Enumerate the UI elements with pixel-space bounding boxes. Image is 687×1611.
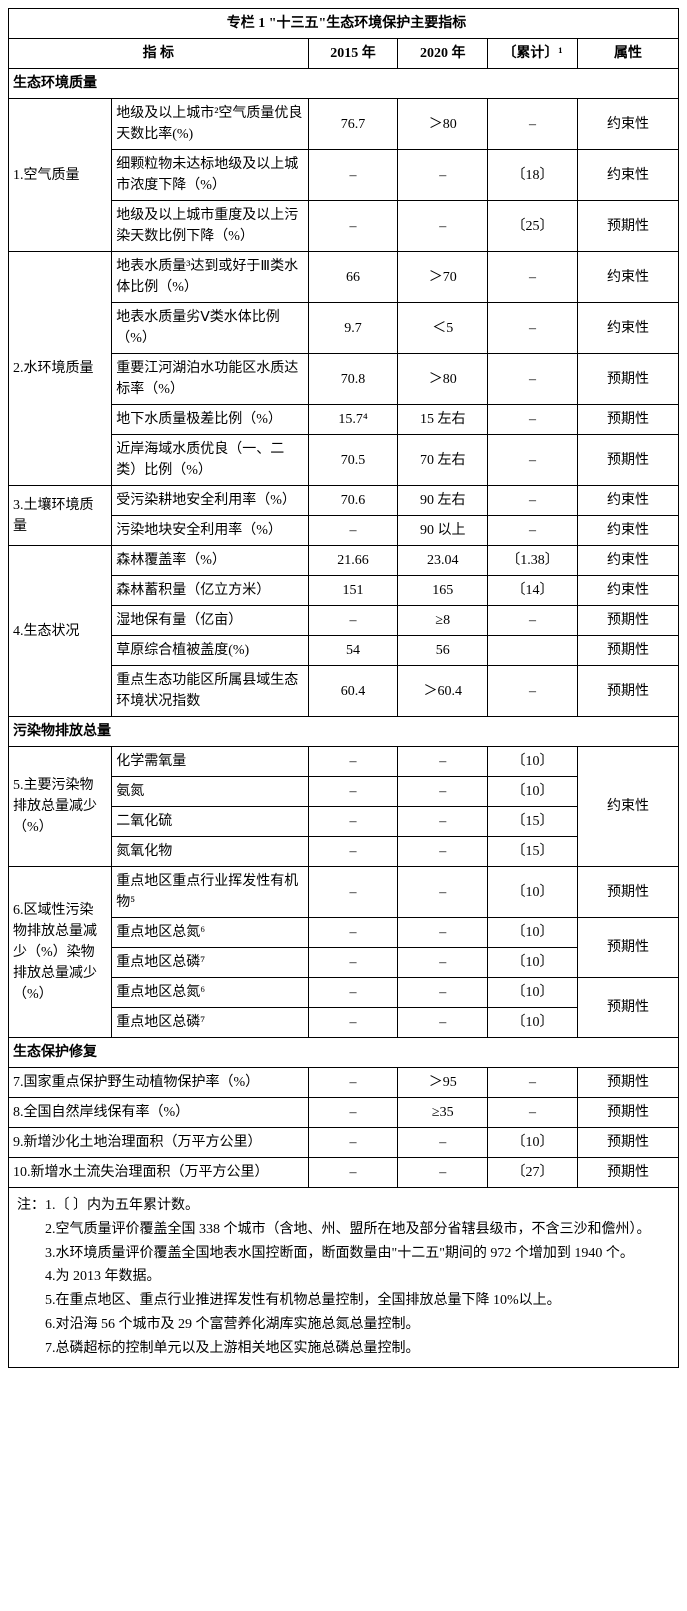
note-6: 6.对沿海 56 个城市及 29 个富营养化湖库实施总氮总量控制。 [17,1313,670,1337]
cat-region: 6.区域性污染物排放总量减少（%）染物排放总量减少（%） [9,867,112,1038]
section-emissions: 污染物排放总量 [9,717,679,747]
note-1: 注：1.〔 〕内为五年累计数。 [17,1194,670,1218]
table-row: 5.主要污染物排放总量减少（%） 化学需氧量 – – 〔10〕 约束性 [9,747,679,777]
table-row: 7.国家重点保护野生动植物保护率（%） – ＞95 – 预期性 [9,1068,679,1098]
table-row: 1.空气质量 地级及以上城市²空气质量优良天数比率(%) 76.7 ＞80 – … [9,99,679,150]
hdr-cum: 〔累计〕¹ [488,39,578,69]
section-restoration: 生态保护修复 [9,1038,679,1068]
table-row: 10.新增水土流失治理面积（万平方公里） – – 〔27〕 预期性 [9,1158,679,1188]
note-3: 3.水环境质量评价覆盖全国地表水国控断面，断面数量由"十二五"期间的 972 个… [17,1242,670,1266]
section-env-quality: 生态环境质量 [9,69,679,99]
hdr-indicator: 指 标 [9,39,309,69]
note-2: 2.空气质量评价覆盖全国 338 个城市（含地、州、盟所在地及部分省辖县级市，不… [17,1218,670,1242]
table-row: 4.生态状况 森林覆盖率（%） 21.66 23.04 〔1.38〕 约束性 [9,546,679,576]
hdr-attr: 属性 [577,39,678,69]
hdr-2020: 2020 年 [398,39,488,69]
table-row: 3.土壤环境质量 受污染耕地安全利用率（%） 70.6 90 左右 – 约束性 [9,486,679,516]
note-4: 4.为 2013 年数据。 [17,1265,670,1289]
cat-soil: 3.土壤环境质量 [9,486,112,546]
note-7: 7.总磷超标的控制单元以及上游相关地区实施总磷总量控制。 [17,1337,670,1361]
table-title: 专栏 1 "十三五"生态环境保护主要指标 [9,9,679,39]
cat-eco: 4.生态状况 [9,546,112,717]
table-row: 6.区域性污染物排放总量减少（%）染物排放总量减少（%） 重点地区重点行业挥发性… [9,867,679,918]
header-row: 指 标 2015 年 2020 年 〔累计〕¹ 属性 [9,39,679,69]
cat-emit: 5.主要污染物排放总量减少（%） [9,747,112,867]
table-row: 9.新增沙化土地治理面积（万平方公里） – – 〔10〕 预期性 [9,1128,679,1158]
hdr-2015: 2015 年 [308,39,398,69]
table-row: 2.水环境质量 地表水质量³达到或好于Ⅲ类水体比例（%） 66 ＞70 – 约束… [9,252,679,303]
indicators-table: 专栏 1 "十三五"生态环境保护主要指标 指 标 2015 年 2020 年 〔… [8,8,679,1368]
table-row: 8.全国自然岸线保有率（%） – ≥35 – 预期性 [9,1098,679,1128]
cat-water: 2.水环境质量 [9,252,112,486]
notes-row: 注：1.〔 〕内为五年累计数。 2.空气质量评价覆盖全国 338 个城市（含地、… [9,1188,679,1368]
cat-air: 1.空气质量 [9,99,112,252]
note-5: 5.在重点地区、重点行业推进挥发性有机物总量控制，全国排放总量下降 10%以上。 [17,1289,670,1313]
title-row: 专栏 1 "十三五"生态环境保护主要指标 [9,9,679,39]
